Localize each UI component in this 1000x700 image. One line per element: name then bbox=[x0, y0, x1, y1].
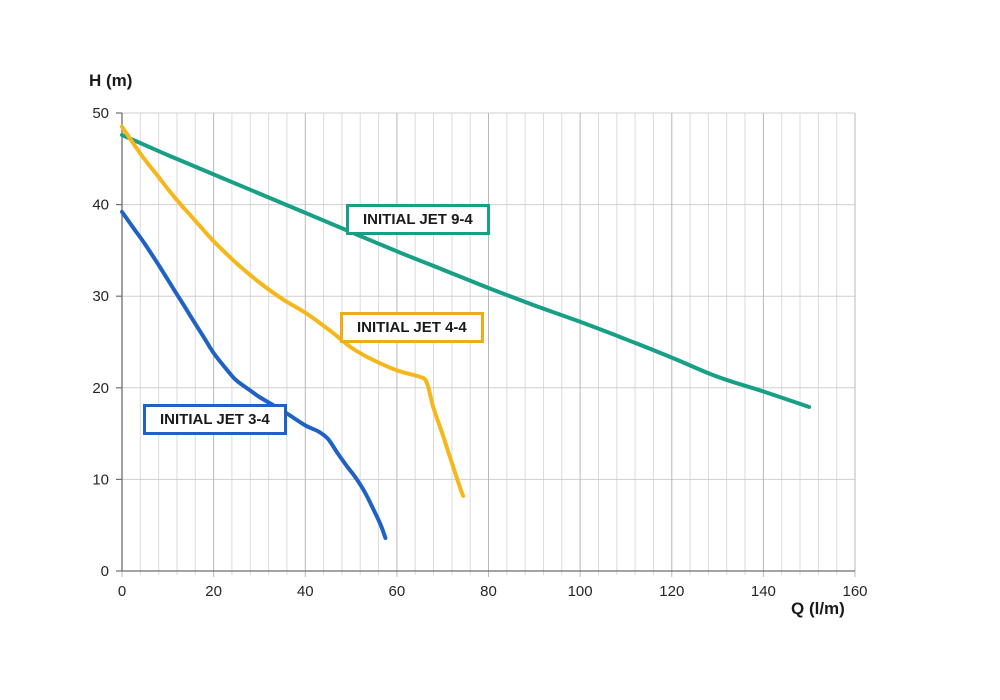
y-tick-label: 0 bbox=[101, 563, 109, 580]
curve-initial-jet-9-4 bbox=[120, 133, 812, 409]
x-tick-label: 140 bbox=[751, 583, 776, 600]
x-tick-label: 0 bbox=[118, 583, 126, 600]
y-axis-title: H (m) bbox=[89, 71, 133, 90]
curve-initial-jet-4-4 bbox=[120, 124, 466, 498]
series-label-box-initial-jet-3-4: INITIAL JET 3-4 bbox=[143, 404, 287, 435]
y-tick-label: 20 bbox=[92, 380, 109, 397]
curve-initial-jet-3-4 bbox=[120, 209, 388, 540]
x-tick-label: 60 bbox=[389, 583, 406, 600]
y-tick-label: 30 bbox=[92, 288, 109, 305]
y-tick-label: 50 bbox=[92, 105, 109, 122]
x-tick-label: 160 bbox=[842, 583, 867, 600]
y-tick-label: 40 bbox=[92, 197, 109, 214]
x-tick-label: 120 bbox=[659, 583, 684, 600]
x-tick-label: 100 bbox=[568, 583, 593, 600]
series-label-box-initial-jet-9-4: INITIAL JET 9-4 bbox=[346, 204, 490, 235]
y-tick-label: 10 bbox=[92, 471, 109, 488]
x-axis-title: Q (l/m) bbox=[791, 599, 845, 618]
series-label-box-initial-jet-4-4: INITIAL JET 4-4 bbox=[340, 312, 484, 343]
x-tick-label: 40 bbox=[297, 583, 314, 600]
x-tick-label: 80 bbox=[480, 583, 497, 600]
x-tick-label: 20 bbox=[205, 583, 222, 600]
